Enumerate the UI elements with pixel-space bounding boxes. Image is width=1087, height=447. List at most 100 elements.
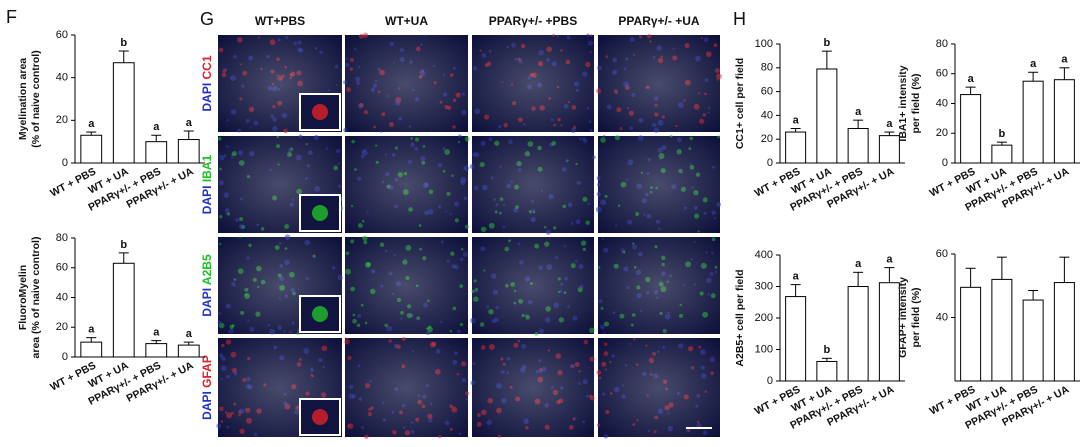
y-tick-label: 0 <box>942 157 948 169</box>
micrograph-glow <box>345 136 468 233</box>
bar <box>960 286 982 382</box>
marker-label: A2B5 <box>200 254 214 285</box>
inset <box>299 295 341 333</box>
row-label: DAPI CC1 <box>200 55 214 111</box>
sig-letter: a <box>153 121 160 133</box>
sig-letter: b <box>824 344 831 356</box>
marker-label: GFAP <box>200 355 214 388</box>
y-axis-label: A2B5+ cell per field <box>734 269 746 366</box>
marker-label: IBA1 <box>200 154 214 182</box>
y-axis-label: IBA1+ intensity <box>897 65 909 141</box>
y-tick-label: 0 <box>767 157 773 169</box>
bar <box>816 68 838 164</box>
stain-label: DAPI <box>200 288 214 317</box>
stain-label: DAPI <box>200 186 214 215</box>
sig-letter: a <box>855 106 862 118</box>
bar <box>991 144 1013 164</box>
y-tick-label: 40 <box>56 291 68 303</box>
micrograph-glow <box>472 136 594 233</box>
inset-cell <box>312 104 328 120</box>
panel-label: F <box>6 7 17 27</box>
sig-letter: a <box>793 114 800 126</box>
row-label: DAPI GFAP <box>200 355 214 420</box>
bar <box>112 262 135 358</box>
y-axis-label: per field (%) <box>910 287 922 347</box>
row-label: DAPI A2B5 <box>200 254 214 317</box>
micrograph-glow <box>472 35 594 132</box>
sig-letter: b <box>824 37 831 49</box>
bar <box>80 134 103 164</box>
sig-letter: a <box>855 258 862 270</box>
y-tick-label: 60 <box>761 86 773 98</box>
bar <box>177 139 200 164</box>
y-tick-label: 20 <box>56 321 68 333</box>
sig-letter: a <box>968 73 975 85</box>
y-tick-label: 0 <box>767 375 773 387</box>
micrograph-glow <box>472 338 594 437</box>
column-header: WT+PBS <box>255 14 305 28</box>
sig-letter: a <box>1061 54 1068 66</box>
y-tick-label: 20 <box>56 114 68 126</box>
sig-letter: a <box>886 254 893 266</box>
sig-letter: a <box>1030 58 1037 70</box>
sig-letter: a <box>88 118 95 130</box>
y-tick-label: 80 <box>936 38 948 50</box>
marker-label: CC1 <box>200 55 214 79</box>
bar <box>1053 282 1075 382</box>
inset-cell <box>312 306 328 322</box>
inset-cell <box>312 205 328 221</box>
sig-letter: b <box>120 239 127 251</box>
micrograph-glow <box>598 237 720 334</box>
sig-letter: a <box>186 328 193 340</box>
bar <box>1022 299 1044 382</box>
bar <box>112 62 135 164</box>
y-tick-label: 100 <box>755 38 773 50</box>
micrograph-glow <box>598 338 720 437</box>
sig-letter: b <box>999 128 1006 140</box>
y-tick-label: 40 <box>761 109 773 121</box>
micrograph-glow <box>345 35 468 132</box>
bar <box>145 343 168 358</box>
micrograph-glow <box>472 237 594 334</box>
y-axis-label: CC1+ cell per field <box>734 58 746 149</box>
y-axis-label: (% of naive control) <box>30 50 42 147</box>
y-tick-label: 0 <box>62 351 68 363</box>
y-tick-label: 60 <box>936 248 948 260</box>
y-tick-label: 80 <box>761 62 773 74</box>
stain-label: DAPI <box>200 391 214 420</box>
bar <box>991 278 1013 382</box>
bar <box>785 296 807 382</box>
sig-letter: b <box>120 37 127 49</box>
bar <box>80 341 103 358</box>
micrograph-glow <box>598 136 720 233</box>
column-header: PPARγ+/- +PBS <box>489 14 577 28</box>
y-tick-label: 200 <box>755 312 773 324</box>
y-tick-label: 60 <box>56 29 68 41</box>
y-axis-label: Myelination area <box>17 58 29 140</box>
bar <box>177 344 200 358</box>
y-tick-label: 40 <box>936 97 948 109</box>
panel-label: G <box>200 9 214 29</box>
y-tick-label: 60 <box>936 68 948 80</box>
sig-letter: a <box>153 327 160 339</box>
sig-letter: a <box>793 271 800 283</box>
y-tick-label: 60 <box>56 262 68 274</box>
stain-label: DAPI <box>200 83 214 112</box>
sig-letter: a <box>186 117 193 129</box>
y-tick-label: 20 <box>761 133 773 145</box>
panel-label: H <box>733 9 746 29</box>
bar <box>1053 79 1075 164</box>
y-tick-label: 80 <box>56 232 68 244</box>
inset-cell <box>312 409 328 425</box>
y-tick-label: 40 <box>936 311 948 323</box>
micrograph-glow <box>345 338 468 437</box>
bar <box>145 141 168 164</box>
micrograph-glow <box>345 237 468 334</box>
y-axis-label: GFAP+ intensity <box>897 277 909 358</box>
row-label: DAPI IBA1 <box>200 154 214 214</box>
bar <box>816 360 838 382</box>
bar <box>1022 80 1044 164</box>
y-tick-label: 100 <box>755 343 773 355</box>
y-axis-label: per field (%) <box>910 73 922 133</box>
